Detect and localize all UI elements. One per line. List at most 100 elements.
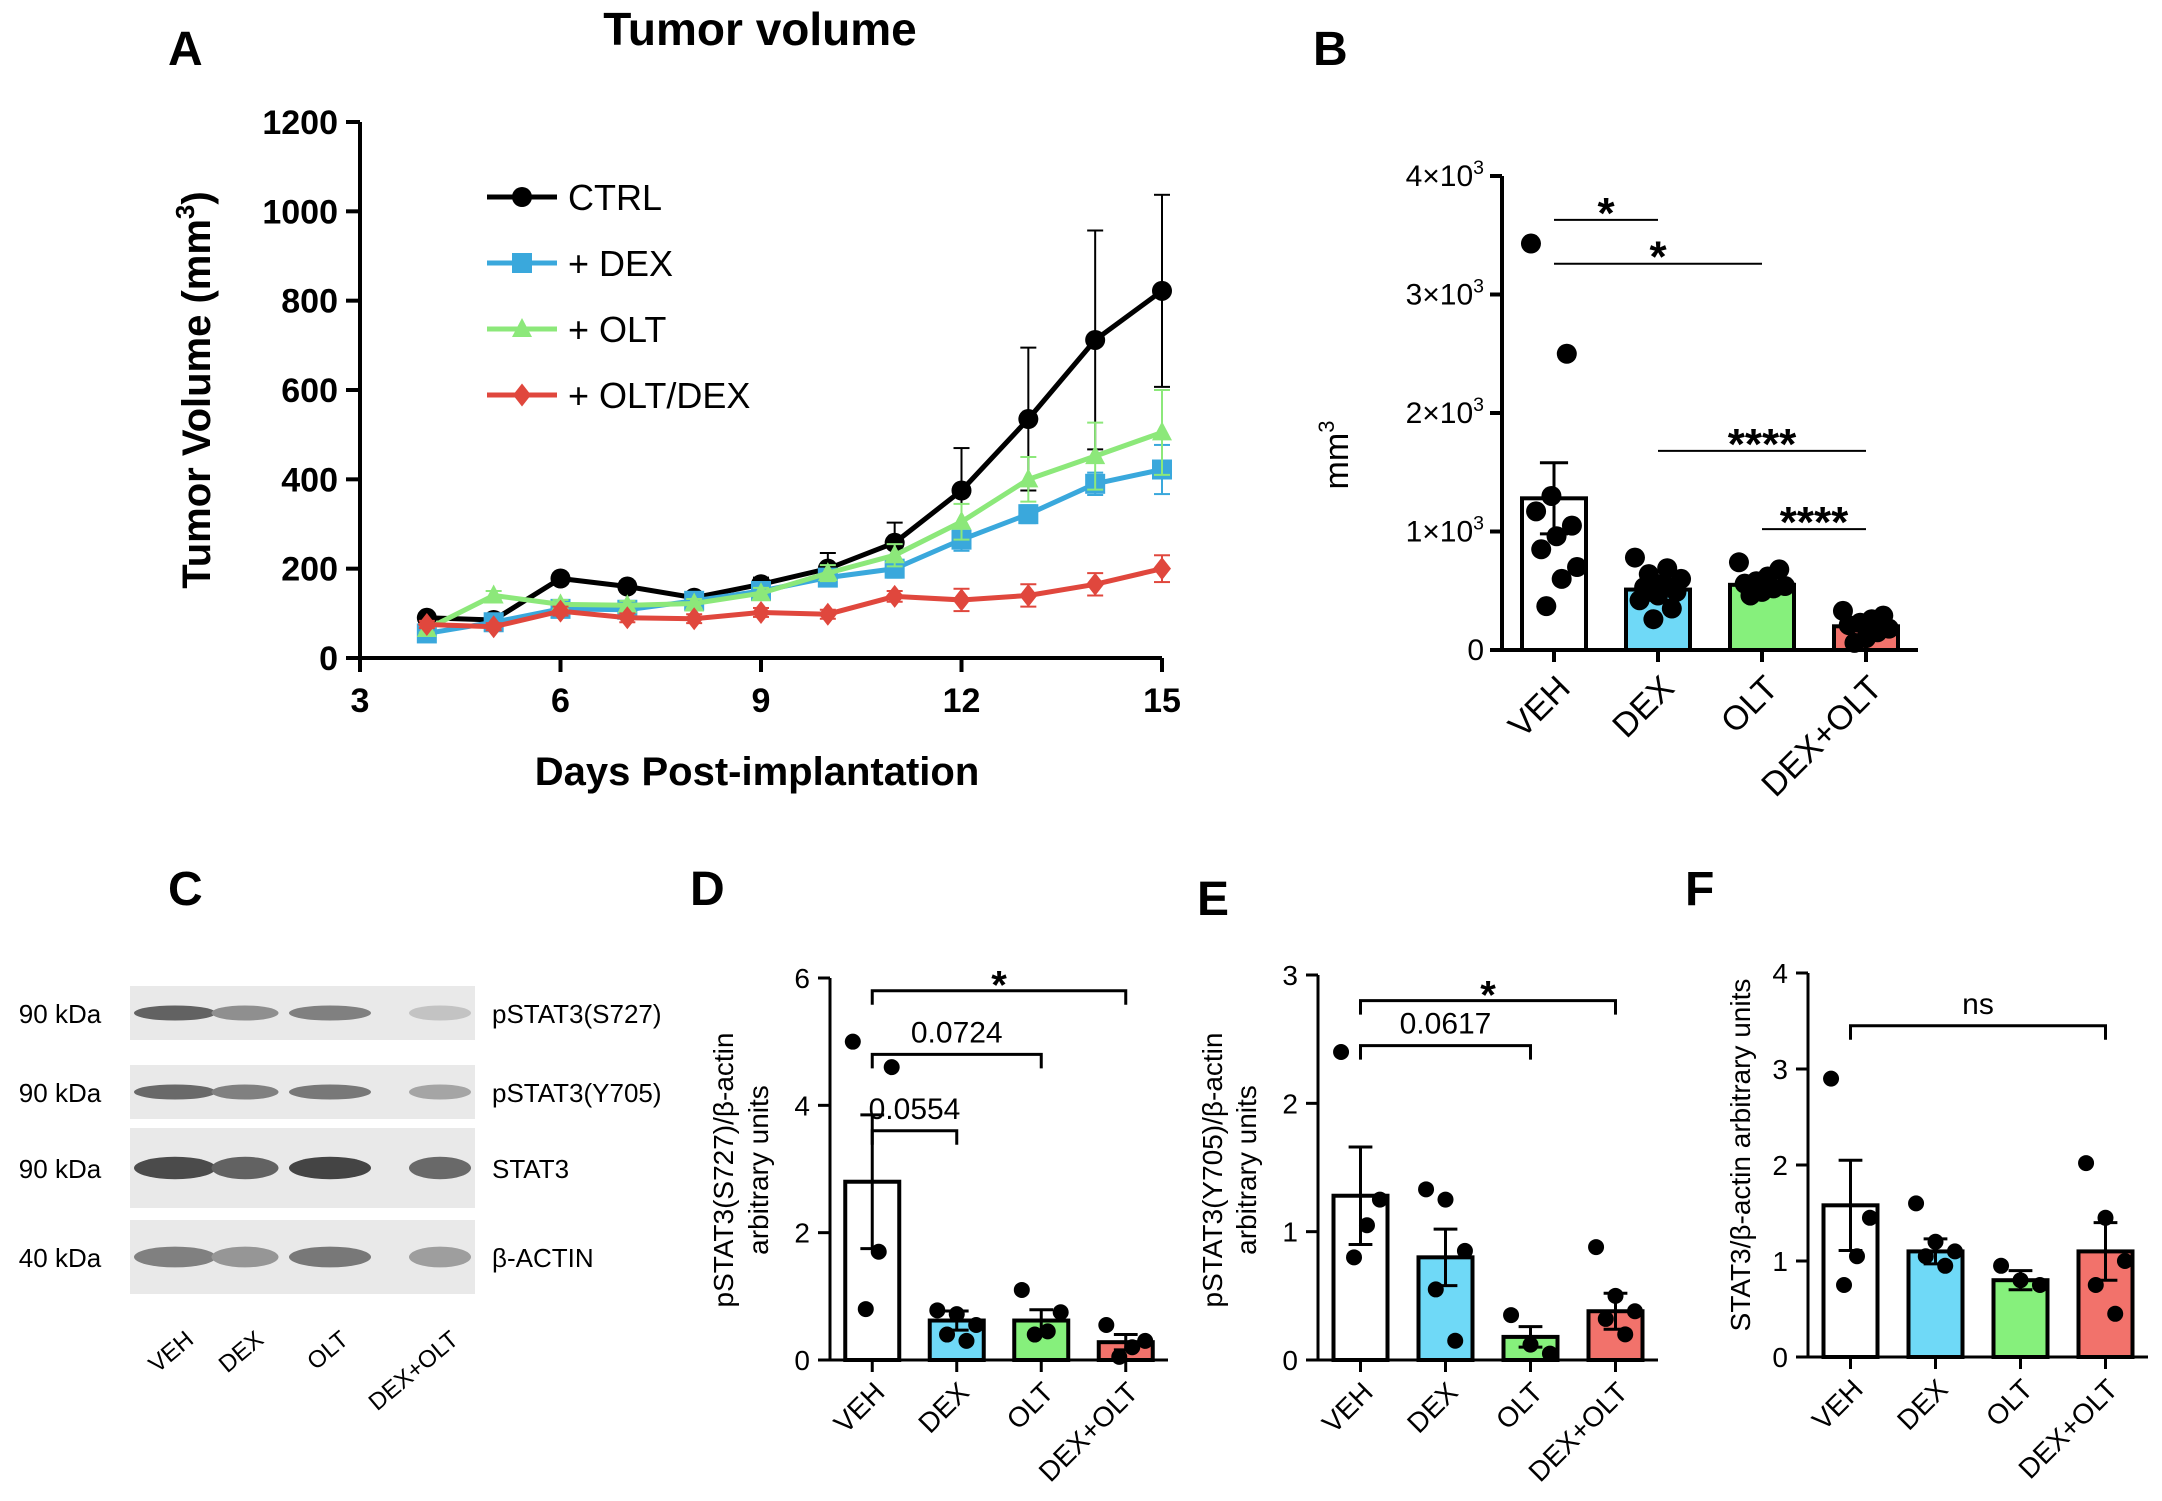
panel-letter-f: F	[1685, 863, 1714, 916]
data-point	[1333, 1044, 1350, 1060]
chart-a-ylabel-sup: 3	[170, 205, 200, 219]
tick-label-main: 3×10	[1406, 279, 1474, 312]
chart-e-y-tick-label: 2	[1282, 1088, 1298, 1119]
chart-d-y-tick-label: 2	[794, 1218, 810, 1249]
blot-band-dex-olt	[409, 1156, 471, 1180]
significance-label: 0.0617	[1400, 1008, 1492, 1041]
data-point	[1597, 1310, 1614, 1327]
data-point	[1556, 343, 1577, 364]
chart-a-legend: CTRL + DEX + OLT + OLT/DEX	[487, 177, 750, 416]
panel-d-bar-chart: pSTAT3(S727)/β-actin arbitrary units 0 2 4…	[708, 963, 1168, 1488]
data-point	[684, 592, 705, 612]
legend-item-oltdex: + OLT/DEX	[487, 375, 750, 416]
data-point	[883, 1059, 900, 1076]
data-point	[1152, 280, 1172, 301]
chart-a-title: Tumor volume	[603, 3, 917, 55]
tick-label-main: 1×10	[1406, 516, 1474, 549]
chart-b-ylabel: mm3	[1314, 421, 1356, 490]
significance-bracket	[870, 989, 1128, 1005]
panel-letter-b: B	[1313, 23, 1348, 76]
data-point	[951, 510, 972, 530]
blot-band-dex-olt	[409, 1084, 471, 1100]
data-point	[617, 594, 638, 614]
blot-kda-label: 90 kDa	[19, 999, 102, 1029]
blot-protein-label: STAT3	[492, 1154, 569, 1184]
chart-f-x-tick-label: VEH	[1806, 1373, 1869, 1436]
data-point	[1541, 1345, 1558, 1362]
chart-e-x-tick-label: DEX	[1401, 1376, 1464, 1439]
chart-b-ylabel-sup: 3	[1314, 421, 1339, 433]
blot-band-dex	[211, 1156, 279, 1180]
legend-item-dex: + DEX	[487, 243, 673, 284]
legend-label: + DEX	[568, 243, 673, 284]
data-point	[2031, 1277, 2048, 1293]
data-point	[870, 1243, 887, 1260]
data-point	[884, 558, 905, 579]
chart-f-x-tick-label: OLT	[1980, 1373, 2039, 1432]
data-point	[1666, 581, 1687, 602]
significance-label: *	[1649, 233, 1667, 282]
significance-bracket	[1849, 1024, 2107, 1040]
data-point	[685, 607, 704, 631]
chart-b-x-tick-label: OLT	[1714, 669, 1786, 741]
data-point	[1836, 1277, 1853, 1293]
legend-marker	[512, 253, 532, 273]
series-line-dex	[426, 467, 1163, 636]
western-blot: 90 kDa pSTAT3(S727) 90 kDa pSTAT3(Y705) 90 k…	[19, 986, 662, 1416]
blot-kda-label: 40 kDa	[19, 1243, 102, 1273]
data-point	[1085, 445, 1106, 465]
chart-e-x-tick-label: OLT	[1490, 1376, 1549, 1435]
data-point	[618, 606, 637, 630]
chart-b-y-tick-label: 1×103	[1406, 513, 1484, 549]
chart-d-y-tick-label: 6	[794, 963, 810, 994]
data-point	[2107, 1305, 2124, 1322]
series-line-ctrl	[426, 288, 1164, 623]
blot-lane-label-veh: VEH	[144, 1326, 199, 1378]
data-point	[1861, 1209, 1878, 1226]
panel-e-bar-chart: pSTAT3(Y705)/β-actin arbitrary units 0 1 2…	[1197, 960, 1658, 1488]
chart-a-y-tick-label: 0	[319, 640, 338, 678]
chart-a-y-tick-label: 1200	[262, 104, 338, 142]
chart-d-ylabel-line2: arbitrary units	[743, 1085, 774, 1255]
data-point	[929, 1302, 946, 1319]
chart-a-axes: 0 200 400 600 800 1000 1200 3 6 9 12 15	[262, 104, 1181, 720]
significance-label: ns	[1962, 988, 1994, 1021]
data-point	[1648, 585, 1668, 606]
data-point	[1546, 526, 1567, 547]
data-point	[1661, 598, 1682, 619]
data-point	[1567, 557, 1588, 578]
chart-b-x-tick-label: DEX	[1605, 669, 1681, 745]
chart-e-y-tick-label: 1	[1282, 1217, 1298, 1248]
blot-protein-label: pSTAT3(S727)	[492, 999, 662, 1029]
data-point	[1541, 485, 1562, 506]
data-point	[951, 480, 972, 501]
data-point	[2087, 1277, 2104, 1293]
chart-f-y-tick-label: 0	[1772, 1342, 1788, 1373]
chart-a-x-tick-label: 9	[752, 682, 771, 720]
chart-f-y-tick-label: 1	[1772, 1246, 1788, 1277]
chart-f-bar-dex	[1906, 1249, 1965, 1360]
blot-band-veh	[134, 1005, 216, 1021]
data-point	[1153, 557, 1171, 581]
significance-label: 0.0724	[911, 1016, 1003, 1049]
data-point	[2012, 1272, 2029, 1289]
data-point	[483, 584, 504, 604]
data-point	[1740, 585, 1761, 606]
data-point	[1561, 515, 1582, 536]
chart-a-ylabel: Tumor Volume (mm3)	[170, 191, 219, 588]
blot-band-dex	[211, 1005, 279, 1021]
data-point	[1098, 1316, 1115, 1333]
chart-a-ylabel-main: Tumor Volume (mm	[175, 219, 219, 589]
data-point	[751, 582, 771, 602]
chart-a-y-tick-label: 400	[281, 461, 338, 499]
chart-a-series	[416, 193, 1172, 644]
data-point	[1607, 1287, 1624, 1304]
chart-b-y-tick-label: 2×103	[1406, 394, 1484, 430]
chart-f-y-tick-label: 2	[1772, 1150, 1788, 1181]
data-point	[1728, 552, 1749, 573]
blot-lane-label-dex-olt: DEX+OLT	[364, 1326, 465, 1416]
